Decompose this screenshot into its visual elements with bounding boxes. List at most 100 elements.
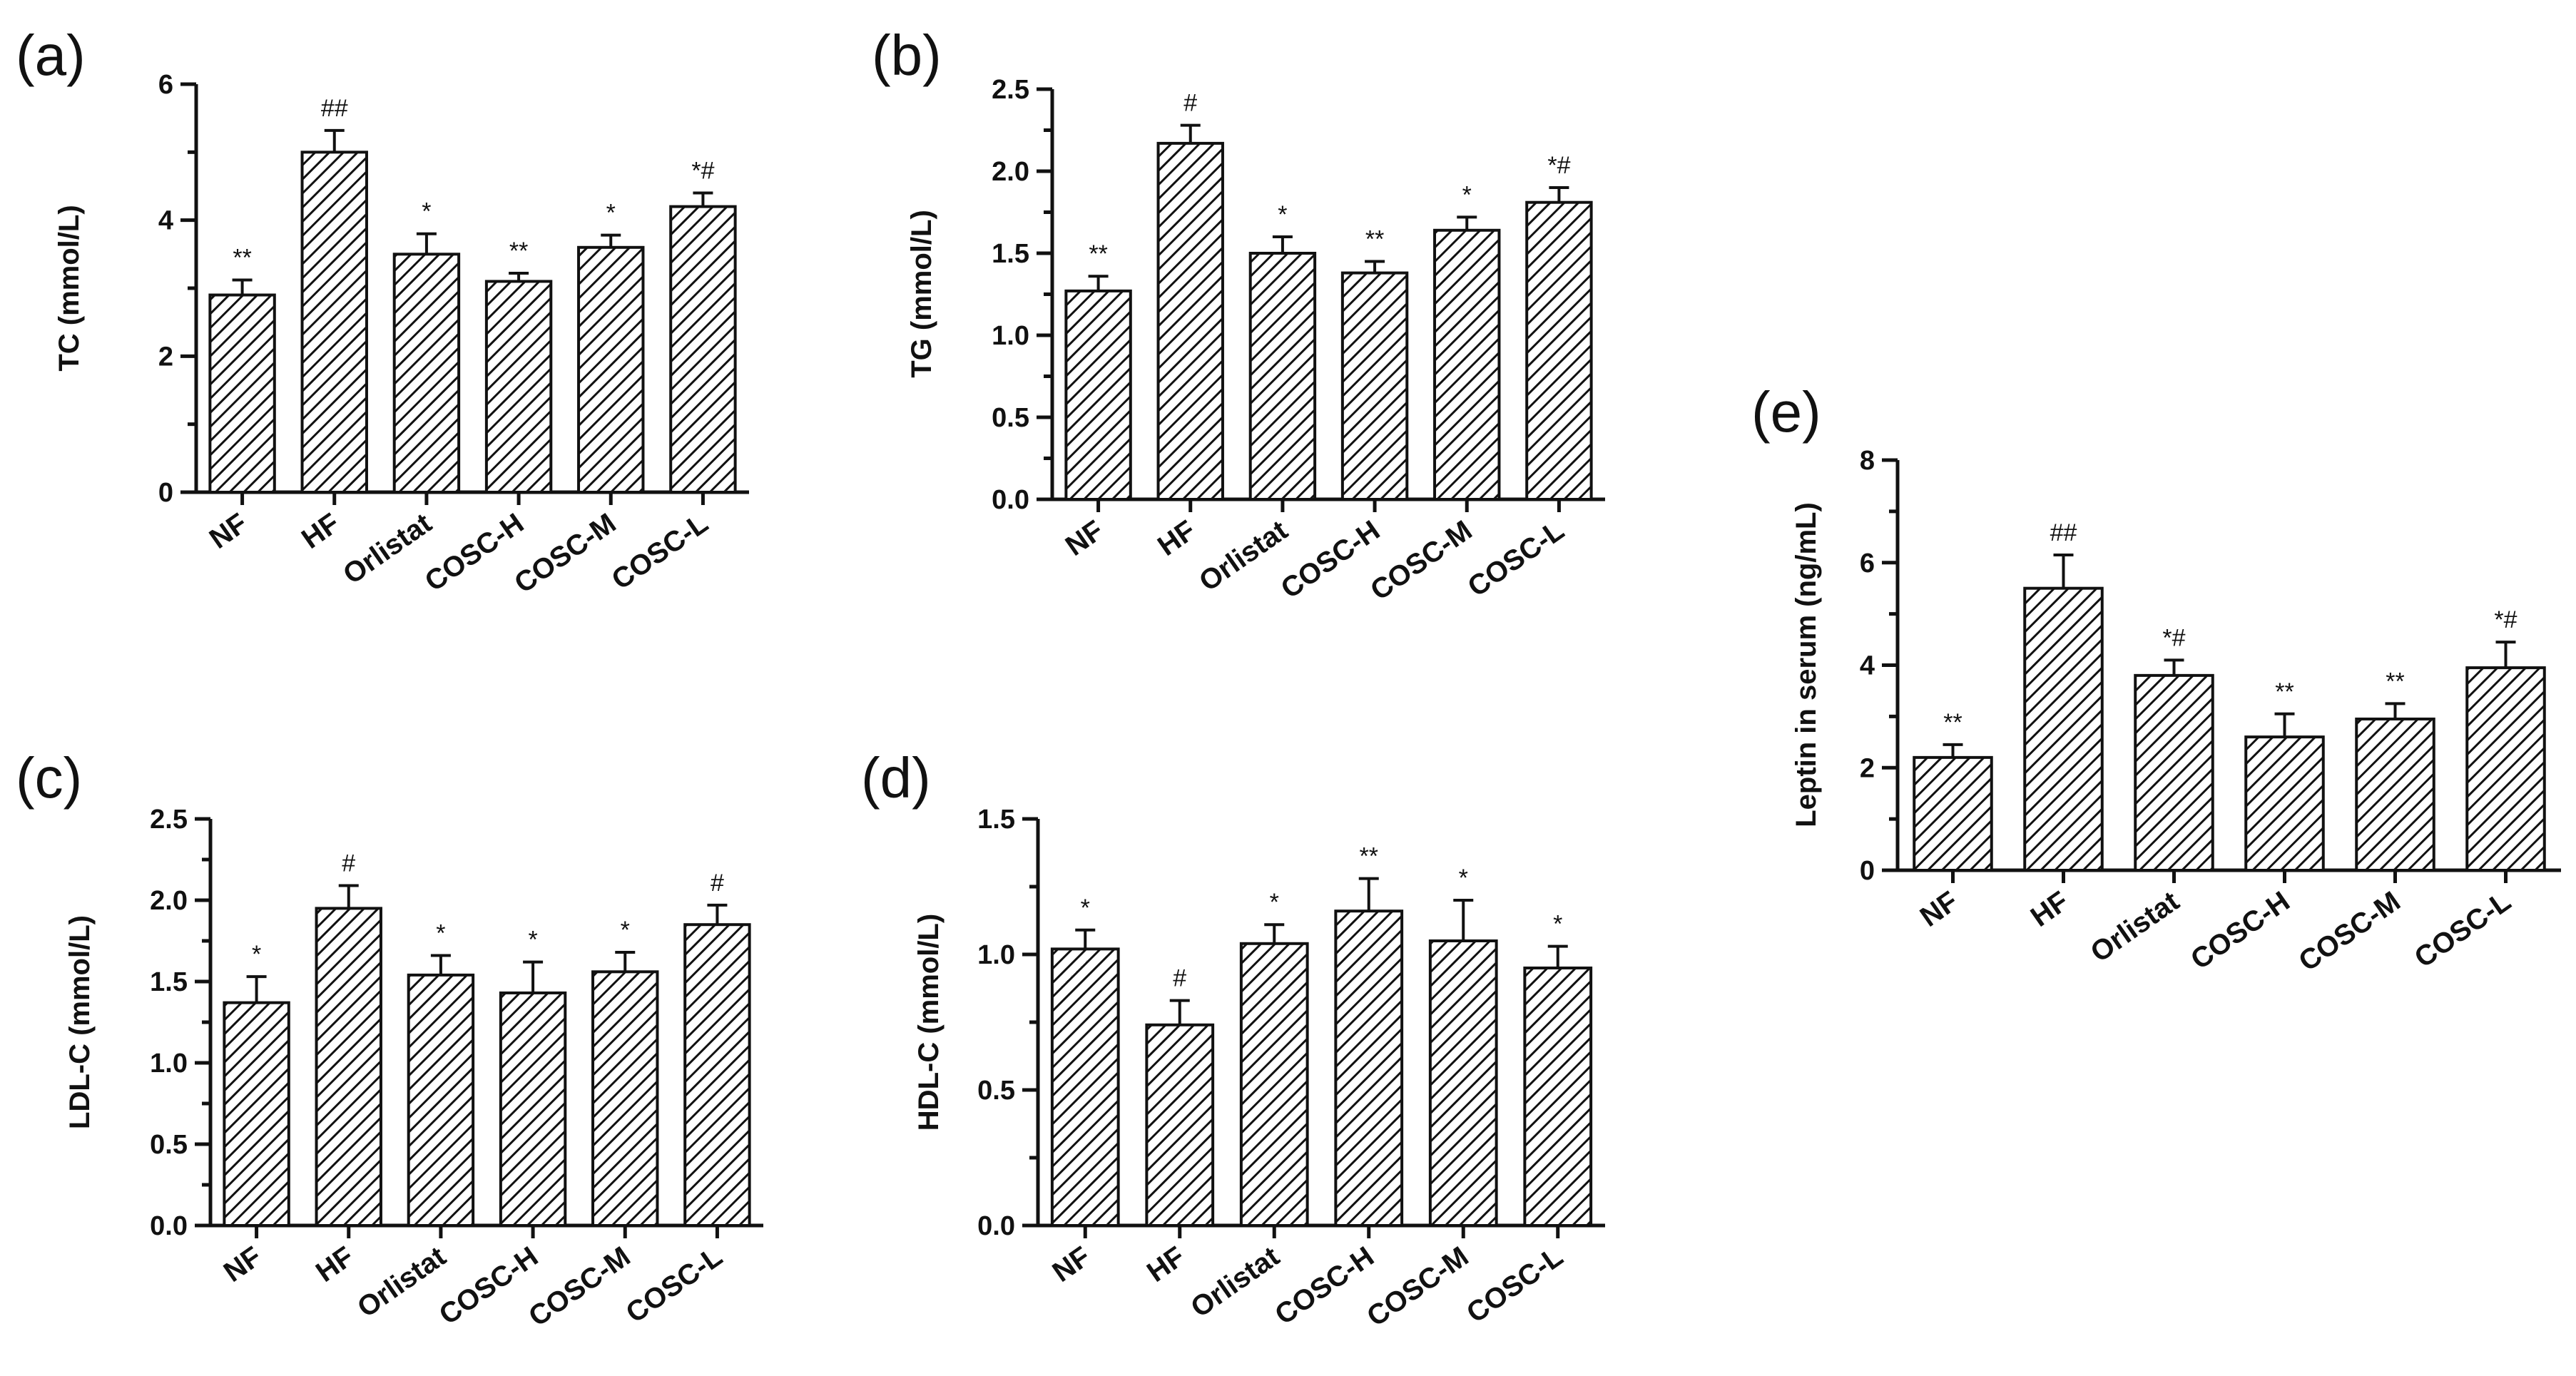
category-label: Orlistat xyxy=(2085,885,2185,968)
significance-label: ** xyxy=(1360,843,1378,870)
bar xyxy=(1248,252,1317,501)
bar xyxy=(1525,200,1593,501)
bar xyxy=(683,923,751,1227)
category-label: COSC-M xyxy=(523,1240,636,1332)
panel-label: (a) xyxy=(16,24,86,87)
y-tick-label: 2.0 xyxy=(150,886,188,916)
significance-label: # xyxy=(711,870,724,897)
y-tick-label: 0.0 xyxy=(977,1211,1015,1241)
significance-label: ** xyxy=(1089,240,1107,267)
bar xyxy=(392,253,461,494)
category-label: NF xyxy=(218,1240,268,1288)
y-tick-label: 0 xyxy=(1860,856,1875,886)
significance-label: *# xyxy=(1547,152,1570,179)
y-tick-label: 1.5 xyxy=(977,805,1015,835)
y-axis-title: Leptin in serum (ng/mL) xyxy=(1791,502,1822,827)
bar xyxy=(2355,717,2435,872)
significance-label: * xyxy=(1270,889,1279,916)
category-label: COSC-H xyxy=(419,507,529,598)
category-label: HF xyxy=(310,1240,360,1288)
significance-label: * xyxy=(1462,181,1472,208)
chart-panel-4: (e) Leptin in serum (ng/mL) 0 2 4 6 8 ** NF ## HF *… xyxy=(1751,380,2561,977)
y-tick-label: 1.5 xyxy=(992,239,1029,269)
significance-label: *# xyxy=(691,158,714,185)
y-tick-label: 0.5 xyxy=(977,1076,1015,1106)
chart-panel-3: (d) HDL-C (mmol/L) 0.0 0.5 1.0 1.5 * NF # HF * Orli… xyxy=(861,746,1605,1332)
significance-label: ** xyxy=(1365,226,1384,253)
category-label: NF xyxy=(1047,1240,1096,1288)
category-label: HF xyxy=(1141,1240,1191,1288)
category-label: COSC-H xyxy=(1276,514,1385,605)
bar xyxy=(315,907,382,1228)
significance-label: * xyxy=(1278,201,1287,228)
y-tick-label: 1.0 xyxy=(977,940,1015,970)
y-tick-label: 0.0 xyxy=(150,1211,188,1241)
bar xyxy=(208,293,276,494)
significance-label: ## xyxy=(2050,519,2077,546)
y-tick-label: 8 xyxy=(1860,446,1875,476)
category-label: COSC-H xyxy=(434,1240,544,1331)
chart-panel-1: (b)TG (mmol/L)0.00.51.01.52.02.5**NF#HF*… xyxy=(872,24,1605,606)
bar xyxy=(300,151,368,494)
significance-label: ** xyxy=(1943,709,1962,736)
significance-label: ** xyxy=(2386,668,2404,695)
significance-label: *# xyxy=(2494,606,2517,633)
bar xyxy=(1239,942,1309,1228)
category-label: Orlistat xyxy=(352,1240,452,1323)
category-label: HF xyxy=(296,507,345,555)
y-tick-label: 1.0 xyxy=(992,321,1029,351)
significance-label: * xyxy=(252,941,261,968)
y-tick-label: 4 xyxy=(158,206,173,236)
panel-label: (d) xyxy=(861,746,931,810)
significance-label: * xyxy=(436,920,445,947)
bar xyxy=(1433,228,1501,501)
bar xyxy=(2134,673,2214,872)
significance-label: * xyxy=(1459,865,1468,892)
category-label: Orlistat xyxy=(1185,1240,1285,1323)
y-tick-label: 2 xyxy=(158,342,173,372)
category-label: COSC-L xyxy=(1461,1240,1569,1329)
y-tick-label: 0.5 xyxy=(992,403,1029,433)
significance-label: # xyxy=(342,850,355,877)
significance-label: # xyxy=(1183,90,1197,117)
significance-label: * xyxy=(422,198,431,225)
y-axis-title: HDL-C (mmol/L) xyxy=(913,914,945,1131)
significance-label: ## xyxy=(321,95,348,122)
y-tick-label: 0.0 xyxy=(992,485,1029,515)
bar xyxy=(1523,967,1593,1227)
significance-label: * xyxy=(606,200,616,227)
y-tick-label: 4 xyxy=(1860,651,1875,681)
y-tick-label: 2.5 xyxy=(992,75,1029,105)
panel-label: (b) xyxy=(872,24,942,87)
bar xyxy=(1156,141,1224,501)
panel-label: (c) xyxy=(16,746,82,810)
y-tick-label: 6 xyxy=(158,70,173,100)
significance-label: * xyxy=(1081,895,1090,922)
category-label: COSC-L xyxy=(606,507,714,596)
significance-label: * xyxy=(621,917,630,944)
significance-label: * xyxy=(528,927,537,954)
bar xyxy=(1334,909,1404,1227)
bar xyxy=(2023,586,2104,872)
category-label: COSC-L xyxy=(621,1240,728,1329)
significance-label: ** xyxy=(233,245,251,272)
y-axis-title: LDL-C (mmol/L) xyxy=(64,915,96,1129)
category-label: Orlistat xyxy=(337,507,437,590)
y-tick-label: 2.5 xyxy=(150,805,188,835)
category-label: HF xyxy=(2025,885,2074,933)
category-label: COSC-L xyxy=(2409,885,2517,974)
category-label: COSC-L xyxy=(1462,514,1570,603)
significance-label: *# xyxy=(2162,624,2185,651)
category-label: COSC-H xyxy=(2185,885,2295,976)
category-label: HF xyxy=(1152,514,1201,562)
y-axis-title: TC (mmol/L) xyxy=(54,205,85,371)
bar xyxy=(484,280,553,494)
bar xyxy=(223,1001,290,1227)
y-tick-label: 1.0 xyxy=(150,1049,188,1079)
category-label: COSC-M xyxy=(2294,885,2406,977)
significance-label: # xyxy=(1173,965,1186,992)
category-label: COSC-M xyxy=(509,507,621,599)
category-label: COSC-H xyxy=(1269,1240,1379,1331)
y-tick-label: 0.5 xyxy=(150,1130,188,1160)
